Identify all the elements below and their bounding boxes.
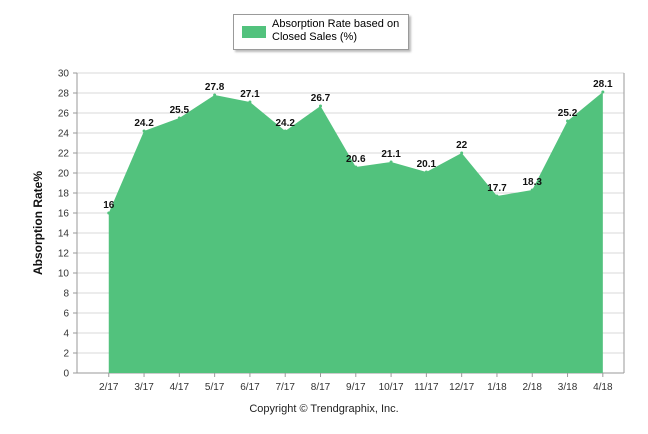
x-tick-label: 9/17 (346, 382, 366, 393)
y-tick-label: 26 (58, 109, 70, 120)
x-tick-label: 1/18 (487, 382, 507, 393)
y-tick-label: 30 (58, 69, 70, 80)
y-tick-label: 14 (58, 229, 70, 240)
x-tick-label: 4/17 (170, 382, 190, 393)
x-tick-label: 3/18 (558, 382, 578, 393)
data-point (213, 93, 217, 97)
data-label: 16 (103, 200, 115, 211)
y-tick-label: 8 (63, 289, 69, 300)
data-label: 24.2 (275, 118, 295, 129)
legend-swatch (242, 26, 266, 38)
data-point (142, 129, 146, 133)
x-tick-label: 6/17 (240, 382, 260, 393)
data-point (495, 194, 499, 198)
data-point (177, 116, 181, 120)
data-label: 22 (456, 140, 468, 151)
copyright-footer: Copyright © Trendgraphix, Inc. (249, 403, 399, 415)
y-axis-title: Absorption Rate% (31, 171, 45, 275)
x-tick-label: 4/18 (593, 382, 613, 393)
x-tick-label: 11/17 (414, 382, 439, 393)
data-label: 28.1 (593, 79, 613, 90)
y-tick-label: 6 (63, 309, 69, 320)
data-label: 27.8 (205, 82, 225, 93)
x-tick-label: 5/17 (205, 382, 225, 393)
legend-label: Absorption Rate based on Closed Sales (%… (272, 18, 400, 43)
y-tick-label: 22 (58, 149, 70, 160)
y-tick-label: 28 (58, 89, 70, 100)
x-tick-label: 7/17 (275, 382, 295, 393)
data-label: 17.7 (487, 183, 507, 194)
y-tick-label: 18 (58, 189, 70, 200)
data-point (283, 129, 287, 133)
x-tick-label: 12/17 (449, 382, 474, 393)
data-label: 25.5 (170, 105, 190, 116)
data-point (354, 165, 358, 169)
data-point (248, 100, 252, 104)
data-label: 26.7 (311, 93, 331, 104)
x-tick-label: 3/17 (134, 382, 154, 393)
x-tick-label: 8/17 (311, 382, 331, 393)
data-label: 21.1 (381, 149, 401, 160)
x-tick-label: 10/17 (379, 382, 404, 393)
area-series (108, 92, 603, 373)
x-tick-label: 2/18 (523, 382, 543, 393)
data-label: 18.3 (523, 177, 543, 188)
y-tick-label: 0 (63, 369, 69, 380)
data-label: 24.2 (134, 118, 154, 129)
data-point (319, 104, 323, 108)
y-tick-label: 2 (63, 349, 69, 360)
y-tick-label: 4 (63, 329, 69, 340)
y-tick-label: 20 (58, 169, 70, 180)
data-point (601, 90, 605, 94)
data-label: 20.6 (346, 154, 366, 165)
data-label: 27.1 (240, 89, 260, 100)
data-point (389, 160, 393, 164)
data-label: 20.1 (417, 159, 437, 170)
data-point (530, 188, 534, 192)
y-tick-label: 16 (58, 209, 70, 220)
y-tick-label: 24 (58, 129, 70, 140)
x-tick-label: 2/17 (99, 382, 119, 393)
data-label: 25.2 (558, 108, 578, 119)
data-point (107, 211, 111, 215)
data-point (460, 151, 464, 155)
y-tick-label: 10 (58, 269, 70, 280)
data-point (424, 170, 428, 174)
legend: Absorption Rate based on Closed Sales (%… (233, 14, 409, 50)
y-tick-label: 12 (58, 249, 70, 260)
data-point (566, 119, 570, 123)
